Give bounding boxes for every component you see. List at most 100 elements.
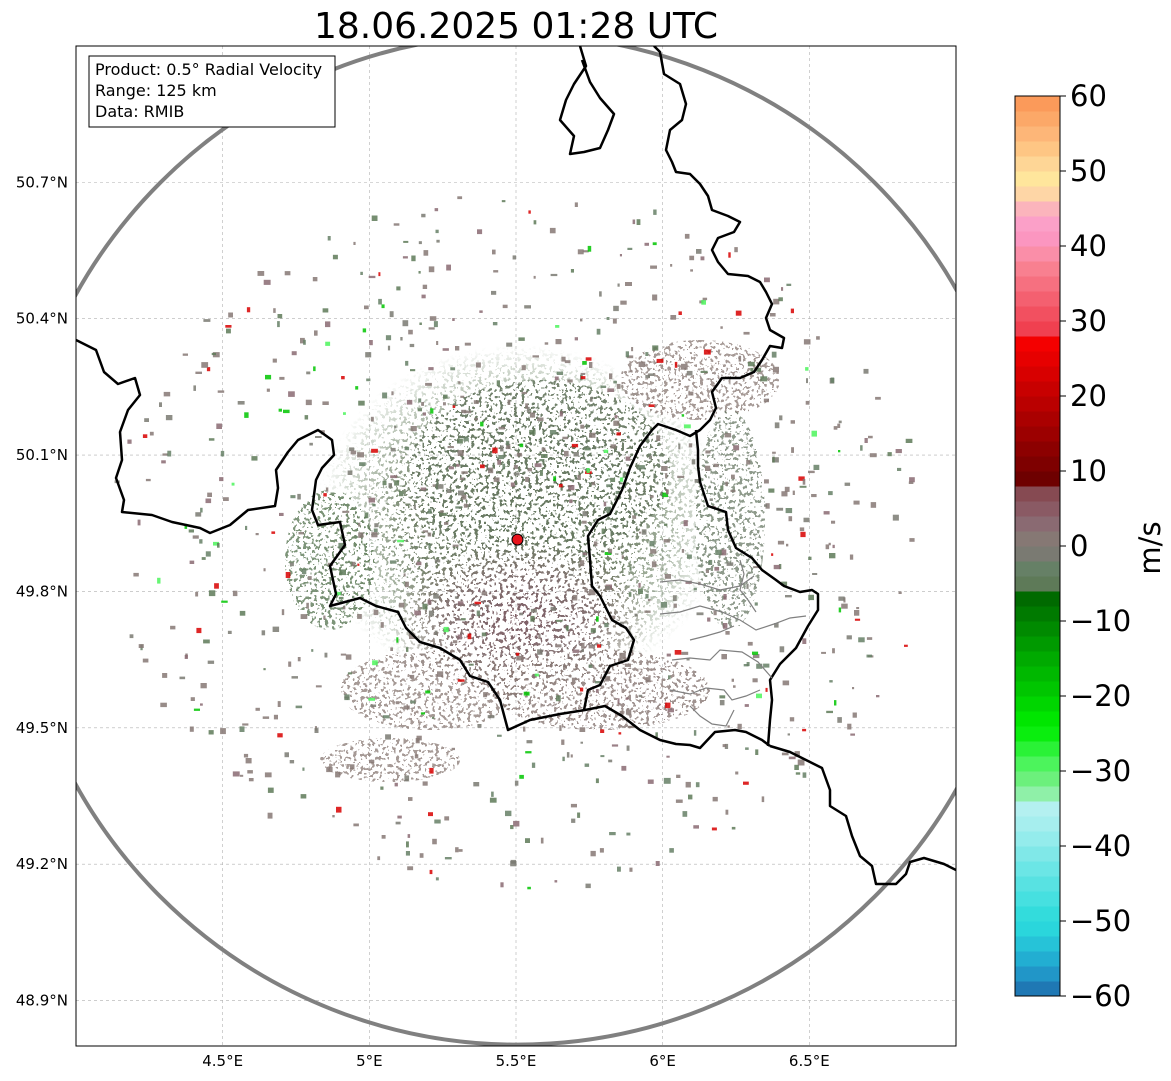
echo-pixel (385, 734, 391, 740)
echo-pixel (608, 759, 613, 763)
echo-pixel (781, 491, 788, 497)
echo-pixel (636, 219, 641, 225)
echo-pixel (539, 459, 545, 462)
echo-pixel (568, 485, 575, 491)
echo-pixel (627, 725, 635, 729)
echo-pixel (179, 676, 186, 680)
echo-pixel (678, 443, 681, 450)
echo-pixel (619, 477, 624, 482)
lon-tick-label: 5°E (356, 1052, 383, 1070)
echo-pixel (618, 732, 622, 735)
echo-pixel (727, 725, 730, 728)
echo-pixel (709, 498, 713, 501)
echo-pixel (239, 610, 246, 616)
echo-pixel (201, 557, 206, 560)
echo-pixel (457, 679, 465, 682)
echo-pixel (339, 569, 346, 576)
echo-pixel (831, 520, 836, 524)
colorbar-label: m/s (1133, 521, 1167, 574)
echo-pixel (649, 540, 655, 547)
echo-pixel (589, 432, 596, 438)
echo-pixel (468, 663, 474, 666)
echo-pixel (323, 615, 326, 620)
echo-pixel (529, 429, 536, 435)
echo-pixel (208, 438, 215, 441)
echo-pixel (586, 468, 590, 473)
echo-pixel (662, 492, 668, 498)
echo-pixel (599, 291, 602, 297)
echo-pixel (244, 412, 249, 418)
echo-pixel (481, 591, 488, 596)
echo-pixel (645, 352, 649, 356)
colorbar-band (1015, 171, 1060, 187)
echo-pixel (266, 388, 270, 392)
echo-pixel (672, 595, 677, 601)
echo-pixel (474, 601, 481, 605)
echo-pixel (306, 371, 311, 375)
echo-pixel (763, 663, 770, 668)
colorbar-band (1015, 111, 1060, 127)
echo-pixel (670, 264, 673, 267)
echo-pixel (585, 357, 592, 361)
echo-pixel (228, 312, 233, 318)
echo-pixel (570, 269, 574, 273)
lat-tick-label: 50.4°N (16, 310, 68, 328)
echo-pixel (555, 339, 562, 345)
echo-pixel (422, 603, 428, 610)
echo-pixel (335, 771, 341, 778)
colorbar-band (1015, 936, 1060, 952)
echo-pixel (190, 697, 195, 701)
echo-pixel (582, 520, 587, 524)
echo-pixel (297, 493, 301, 500)
echo-pixel (828, 542, 831, 546)
echo-pixel (434, 630, 438, 635)
echo-pixel (521, 391, 527, 395)
echo-pixel (580, 376, 586, 380)
echo-pixel (794, 751, 800, 758)
echo-pixel (561, 739, 565, 745)
echo-pixel (570, 754, 573, 758)
echo-pixel (686, 370, 693, 376)
echo-pixel (686, 658, 690, 661)
echo-pixel (773, 564, 781, 570)
echo-pixel (390, 447, 396, 452)
echo-pixel (746, 583, 749, 589)
echo-pixel (418, 241, 422, 245)
echo-pixel (165, 415, 173, 421)
echo-pixel (566, 625, 569, 632)
echo-pixel (223, 497, 229, 501)
echo-pixel (402, 320, 409, 327)
echo-pixel (409, 633, 416, 639)
echo-pixel (444, 816, 450, 821)
echo-pixel (562, 436, 569, 440)
echo-pixel (609, 832, 616, 836)
echo-pixel (303, 339, 306, 345)
echo-pixel (764, 277, 770, 283)
echo-pixel (365, 352, 372, 358)
echo-pixel (271, 531, 276, 534)
echo-pixel (812, 573, 818, 575)
echo-pixel (373, 528, 378, 532)
echo-pixel (206, 367, 211, 372)
echo-pixel (683, 520, 688, 527)
echo-pixel (624, 663, 631, 667)
echo-pixel (676, 774, 681, 778)
echo-pixel (262, 716, 270, 719)
echo-pixel (402, 256, 408, 259)
echo-pixel (785, 508, 793, 514)
echo-pixel (540, 837, 544, 844)
info-box-frame (88, 55, 336, 128)
echo-pixel (378, 298, 382, 305)
echo-pixel (663, 777, 671, 784)
echo-pixel (898, 591, 902, 594)
echo-pixel (707, 617, 711, 622)
echo-pixel (619, 254, 622, 257)
echo-pixel (829, 553, 836, 559)
echo-pixel (638, 361, 646, 367)
colorbar-band (1015, 906, 1060, 922)
info-range: Range: 125 km (95, 81, 217, 100)
echo-pixel (217, 390, 225, 393)
echo-pixel (353, 241, 356, 245)
echo-pixel (196, 627, 202, 634)
echo-pixel (261, 630, 266, 636)
